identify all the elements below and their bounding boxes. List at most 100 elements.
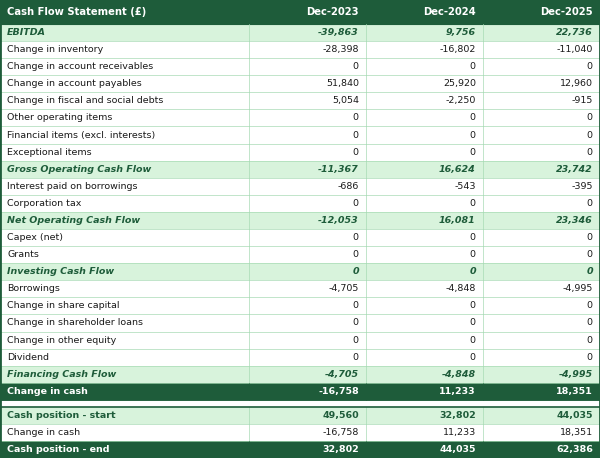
Text: 16,081: 16,081 (439, 216, 476, 225)
Bar (0, 366, 600, 383)
Text: Financing Cash Flow: Financing Cash Flow (7, 370, 116, 379)
Text: Corporation tax: Corporation tax (7, 199, 82, 208)
Text: 0: 0 (587, 131, 593, 140)
Text: 23,346: 23,346 (556, 216, 593, 225)
Bar (0, 383, 600, 400)
Text: 9,756: 9,756 (446, 28, 476, 37)
Text: 0: 0 (470, 318, 476, 327)
Text: Dec-2025: Dec-2025 (540, 7, 593, 17)
Bar (0, 0, 600, 24)
Bar (0, 229, 600, 246)
Bar (0, 195, 600, 212)
Text: 16,624: 16,624 (439, 165, 476, 174)
Text: 0: 0 (586, 267, 593, 276)
Text: 0: 0 (587, 114, 593, 122)
Text: 0: 0 (587, 301, 593, 311)
Text: 0: 0 (587, 250, 593, 259)
Text: 51,840: 51,840 (326, 79, 359, 88)
Text: 0: 0 (353, 233, 359, 242)
Bar (0, 126, 600, 143)
Text: 0: 0 (587, 353, 593, 362)
Text: 0: 0 (587, 199, 593, 208)
Text: 0: 0 (470, 131, 476, 140)
Text: 0: 0 (587, 233, 593, 242)
Text: Change in fiscal and social debts: Change in fiscal and social debts (7, 96, 164, 105)
Text: Cash position - start: Cash position - start (7, 411, 116, 420)
Text: Dec-2024: Dec-2024 (423, 7, 476, 17)
Text: 32,802: 32,802 (439, 411, 476, 420)
Text: 0: 0 (470, 336, 476, 344)
Text: Investing Cash Flow: Investing Cash Flow (7, 267, 115, 276)
Bar (0, 332, 600, 349)
Text: 5,054: 5,054 (332, 96, 359, 105)
Text: 0: 0 (353, 147, 359, 157)
Text: Net Operating Cash Flow: Net Operating Cash Flow (7, 216, 140, 225)
Text: -12,053: -12,053 (318, 216, 359, 225)
Text: 44,035: 44,035 (439, 445, 476, 454)
Bar (0, 212, 600, 229)
Text: Cash Flow Statement (£): Cash Flow Statement (£) (7, 7, 146, 17)
Bar (0, 143, 600, 161)
Text: 0: 0 (353, 114, 359, 122)
Bar (0, 280, 600, 297)
Bar (0, 349, 600, 366)
Text: 0: 0 (470, 250, 476, 259)
Text: Cash position - end: Cash position - end (7, 445, 110, 454)
Text: 11,233: 11,233 (443, 428, 476, 437)
Text: -4,995: -4,995 (562, 284, 593, 293)
Bar (0, 297, 600, 315)
Bar (0, 407, 600, 424)
Text: Change in inventory: Change in inventory (7, 45, 103, 54)
Text: -4,995: -4,995 (559, 370, 593, 379)
Text: Dec-2023: Dec-2023 (307, 7, 359, 17)
Bar (0, 92, 600, 109)
Text: 11,233: 11,233 (439, 387, 476, 396)
Text: 0: 0 (587, 62, 593, 71)
Text: -395: -395 (571, 182, 593, 191)
Text: Change in other equity: Change in other equity (7, 336, 116, 344)
Text: 0: 0 (352, 267, 359, 276)
Bar (0, 315, 600, 332)
Text: -4,848: -4,848 (442, 370, 476, 379)
Text: Change in shareholder loans: Change in shareholder loans (7, 318, 143, 327)
Text: -16,802: -16,802 (439, 45, 476, 54)
Text: -28,398: -28,398 (322, 45, 359, 54)
Text: Grants: Grants (7, 250, 39, 259)
Bar (0, 400, 600, 407)
Bar (0, 24, 600, 41)
Text: -2,250: -2,250 (445, 96, 476, 105)
Text: 0: 0 (470, 199, 476, 208)
Text: -11,040: -11,040 (556, 45, 593, 54)
Bar (0, 109, 600, 126)
Text: 22,736: 22,736 (556, 28, 593, 37)
Text: 32,802: 32,802 (322, 445, 359, 454)
Text: Change in share capital: Change in share capital (7, 301, 120, 311)
Text: Change in cash: Change in cash (7, 387, 88, 396)
Text: 49,560: 49,560 (322, 411, 359, 420)
Text: 0: 0 (469, 267, 476, 276)
Text: 0: 0 (470, 147, 476, 157)
Text: 23,742: 23,742 (556, 165, 593, 174)
Text: 0: 0 (353, 62, 359, 71)
Text: 62,386: 62,386 (556, 445, 593, 454)
Text: 0: 0 (470, 233, 476, 242)
Bar (0, 246, 600, 263)
Text: Dividend: Dividend (7, 353, 49, 362)
Text: 0: 0 (353, 336, 359, 344)
Text: -39,863: -39,863 (318, 28, 359, 37)
Text: Change in cash: Change in cash (7, 428, 80, 437)
Text: 0: 0 (353, 250, 359, 259)
Text: 0: 0 (353, 199, 359, 208)
Text: 44,035: 44,035 (556, 411, 593, 420)
Text: 0: 0 (470, 114, 476, 122)
Text: 0: 0 (470, 353, 476, 362)
Bar (0, 58, 600, 75)
Text: -4,705: -4,705 (328, 284, 359, 293)
Text: 25,920: 25,920 (443, 79, 476, 88)
Text: 0: 0 (470, 62, 476, 71)
Text: Gross Operating Cash Flow: Gross Operating Cash Flow (7, 165, 151, 174)
Text: 0: 0 (353, 301, 359, 311)
Text: 0: 0 (353, 318, 359, 327)
Text: -16,758: -16,758 (322, 428, 359, 437)
Text: -11,367: -11,367 (318, 165, 359, 174)
